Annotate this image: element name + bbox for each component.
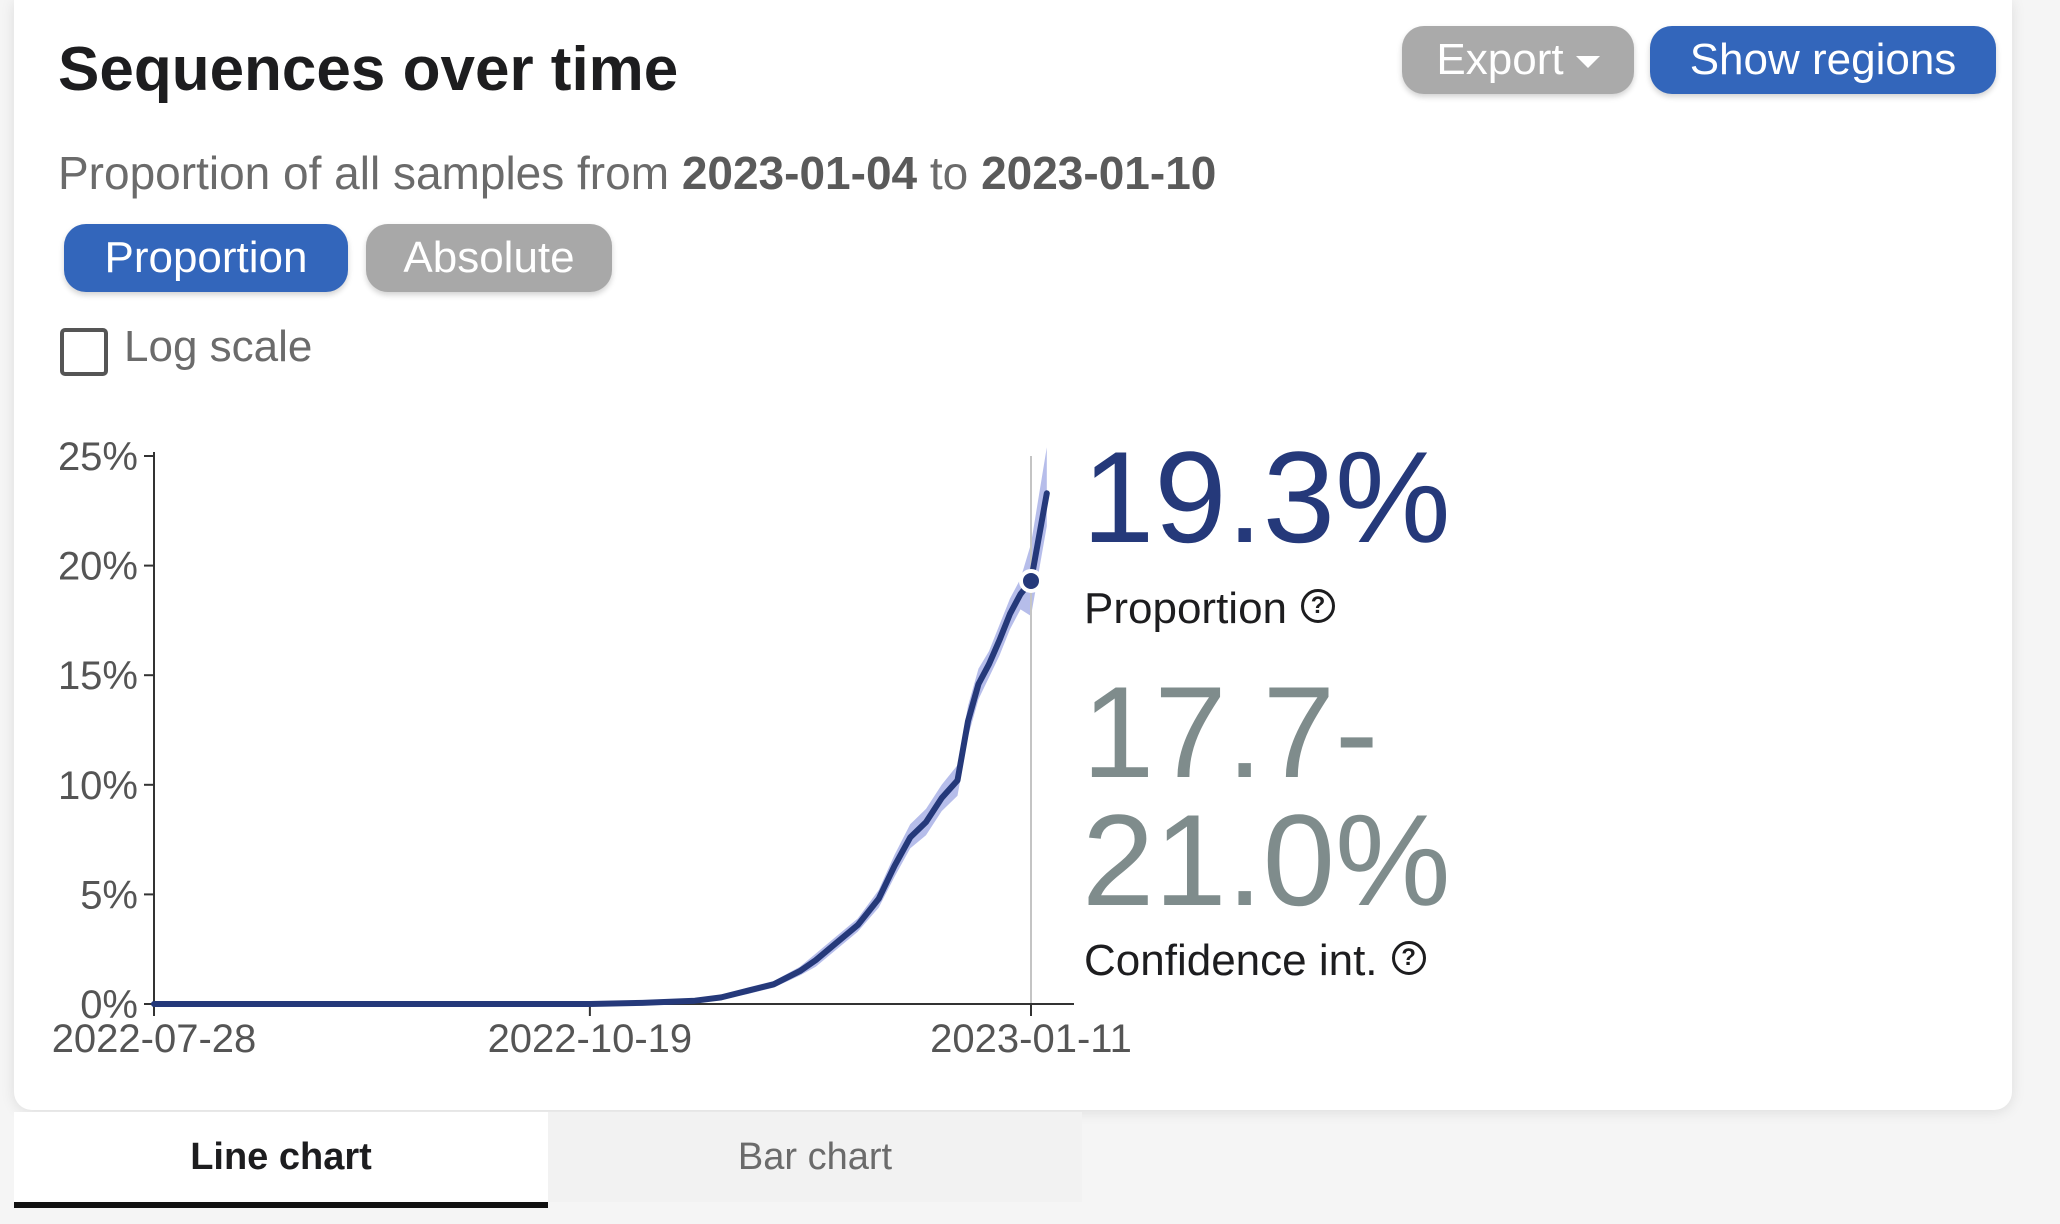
x-tick-label: 2022-07-28 [52,1017,257,1061]
highlight-point [1019,568,1043,593]
y-tick-label: 10% [58,764,138,808]
show-regions-button[interactable]: Show regions [1650,26,1996,94]
proportion-stat-label: Proportion? [1084,584,1336,634]
subtitle-prefix: Proportion of all samples from [58,147,670,199]
ci-stat-text: Confidence int. [1084,936,1378,985]
confidence-interval-value: 17.7- 21.0% [1082,659,1482,933]
y-tick-label: 20% [58,545,138,589]
proportion-stat-text: Proportion [1084,584,1288,633]
ci-high-value: 21.0% [1082,787,1451,933]
export-label: Export [1436,35,1564,84]
proportion-toggle-button[interactable]: Proportion [64,224,348,292]
line-chart: 0% 5% 10% 15% 20% 25% 2022-07-28 2022-10-19 2023… [52,435,1132,1061]
date-to: 2023-01-10 [981,147,1217,199]
chart-title: Sequences over time [58,35,679,104]
caret-down-icon [1575,56,1600,69]
help-icon[interactable]: ? [1391,941,1426,975]
y-tick-label: 0% [80,983,138,1027]
date-from: 2023-01-04 [681,147,918,199]
confidence-int-label: Confidence int.? [1084,936,1426,986]
absolute-toggle-button[interactable]: Absolute [366,224,612,292]
tab-bar-chart[interactable]: Bar chart [548,1112,1082,1202]
x-tick-label: 2023-01-11 [930,1017,1132,1061]
subtitle-mid: to [929,147,969,199]
x-tick-label: 2022-10-19 [488,1017,693,1061]
y-tick-label: 25% [58,435,138,479]
y-tick-label: 15% [58,654,138,698]
series-line [151,490,1050,1007]
confidence-band [154,447,1047,1004]
log-scale-label: Log scale [124,322,313,371]
tab-line-chart[interactable]: Line chart [14,1112,548,1208]
chart-subtitle: Proportion of all samples from 2023-01-0… [58,146,1216,200]
proportion-value: 19.3% [1082,424,1451,570]
chart-card: Sequences over time Export Show regions … [14,0,2012,1110]
export-button[interactable]: Export [1402,26,1634,94]
ci-low-value: 17.7- [1082,659,1379,805]
help-icon[interactable]: ? [1301,589,1336,623]
y-tick-label: 5% [80,873,138,917]
log-scale-checkbox[interactable] [60,328,108,376]
